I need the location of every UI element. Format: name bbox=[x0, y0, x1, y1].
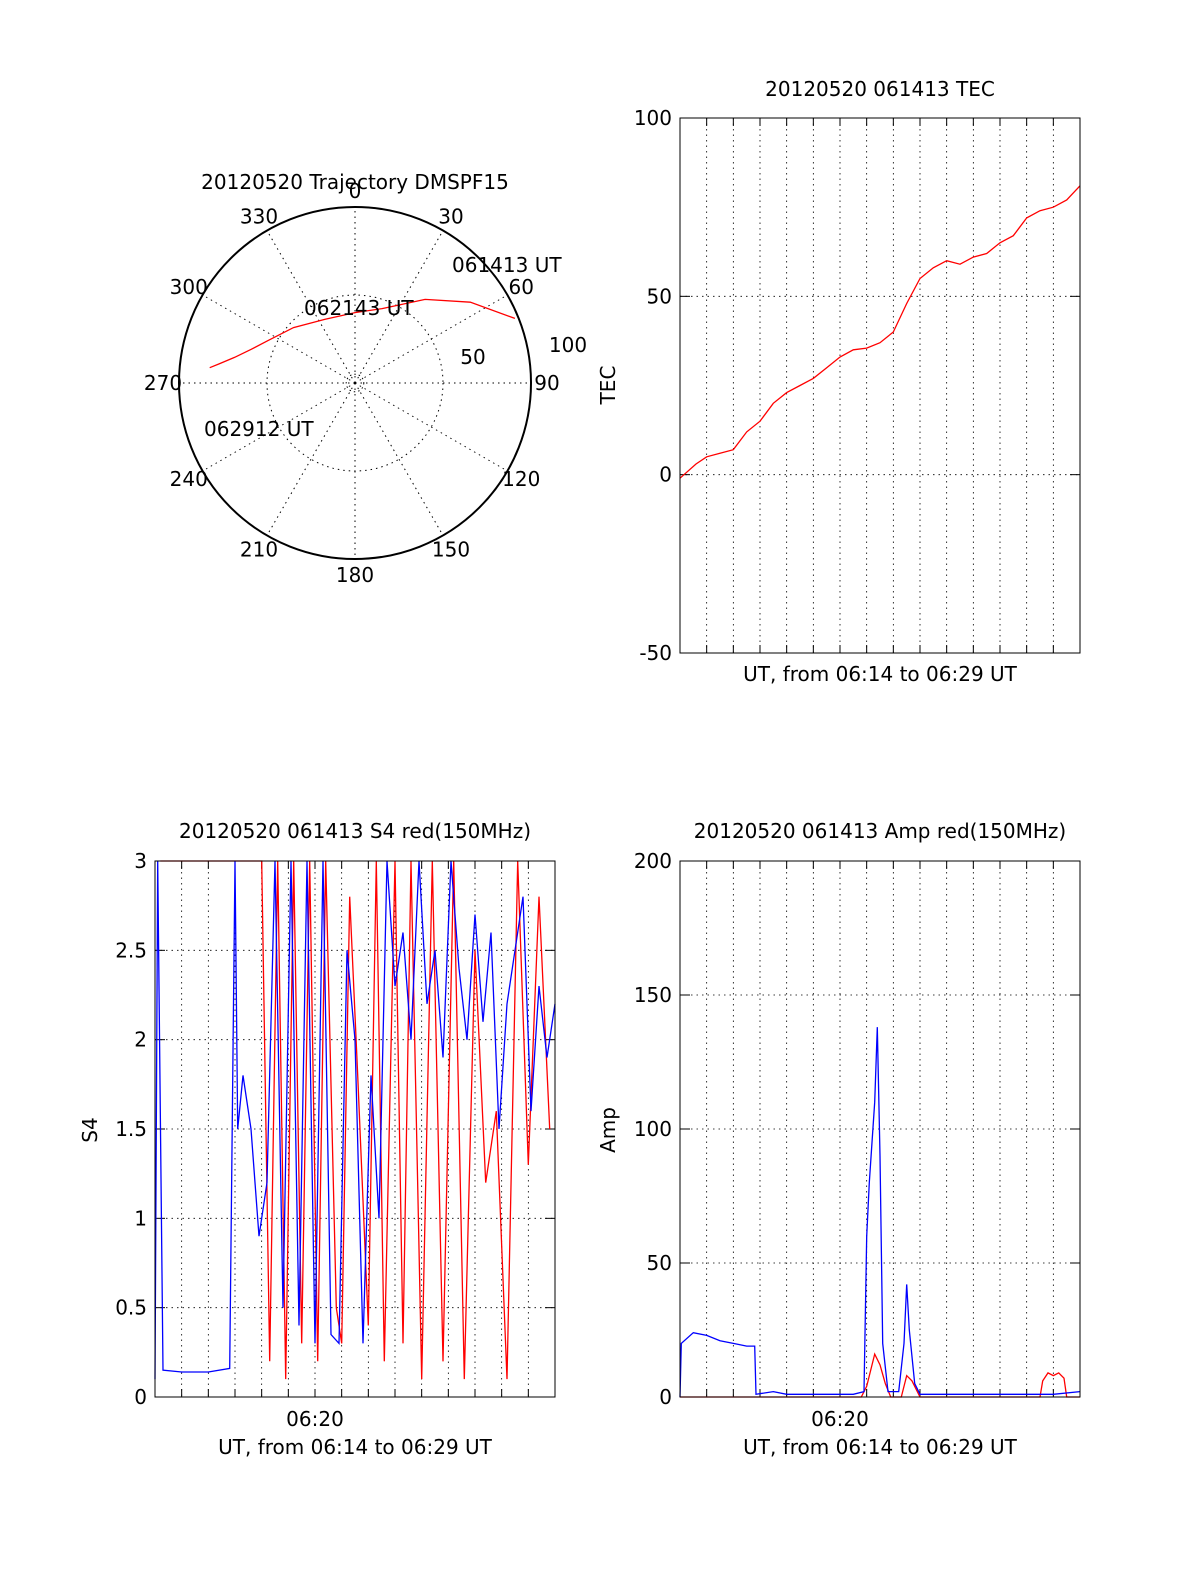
s4-y-tick-label: 2 bbox=[134, 1028, 147, 1052]
amp-y-tick-labels: 0 50 100 150 200 bbox=[634, 849, 672, 1409]
polar-spoke-300 bbox=[202, 294, 356, 384]
polar-radial-label-50: 50 bbox=[460, 345, 485, 369]
amp-plot-frame bbox=[679, 860, 1081, 1398]
polar-grid-circle-center bbox=[345, 373, 365, 393]
amp-y-tick-label: 50 bbox=[647, 1251, 672, 1275]
polar-title: 20120520 Trajectory DMSPF15 bbox=[201, 170, 509, 194]
s4-red-series-line bbox=[160, 860, 551, 1380]
polar-spoke-330 bbox=[266, 230, 356, 384]
polar-angle-label-60: 60 bbox=[509, 275, 534, 299]
tec-y-tick-label: -50 bbox=[639, 641, 672, 665]
polar-spoke-150 bbox=[354, 382, 444, 536]
polar-angle-label-180: 180 bbox=[336, 563, 374, 587]
s4-y-tick-labels: 0 0.5 1 1.5 2 2.5 3 bbox=[115, 849, 147, 1409]
amp-y-tick-label: 200 bbox=[634, 849, 672, 873]
amp-y-tick-label: 0 bbox=[659, 1385, 672, 1409]
s4-y-axis-label: S4 bbox=[78, 1117, 102, 1142]
polar-spoke-30 bbox=[354, 230, 444, 384]
tec-y-tick-labels: -50 0 50 100 bbox=[634, 106, 672, 665]
amp-y-tick-label: 150 bbox=[634, 983, 672, 1007]
tec-chart: 20120520 061413 TEC -50 0 50 100 UT, from 0… bbox=[596, 77, 1081, 686]
amp-y-axis-label: Amp bbox=[596, 1107, 620, 1153]
amp-title: 20120520 061413 Amp red(150MHz) bbox=[694, 819, 1066, 843]
s4-title: 20120520 061413 S4 red(150MHz) bbox=[179, 819, 531, 843]
polar-angle-label-90: 90 bbox=[534, 371, 559, 395]
polar-annotation-mid: 062143 UT bbox=[304, 296, 414, 320]
s4-x-tick-label: 06:20 bbox=[286, 1407, 344, 1431]
s4-y-tick-label: 0 bbox=[134, 1385, 147, 1409]
polar-angle-label-270: 270 bbox=[144, 371, 182, 395]
amp-x-axis-label: UT, from 06:14 to 06:29 UT bbox=[743, 1435, 1018, 1459]
polar-angle-label-30: 30 bbox=[438, 205, 463, 229]
polar-spoke-240 bbox=[202, 382, 356, 472]
tec-series-line bbox=[679, 185, 1081, 479]
s4-y-tick-label: 3 bbox=[134, 849, 147, 873]
tec-grid bbox=[679, 117, 1081, 654]
polar-annotation-end: 062912 UT bbox=[204, 417, 314, 441]
s4-x-axis-label: UT, from 06:14 to 06:29 UT bbox=[218, 1435, 493, 1459]
tec-y-tick-label: 50 bbox=[647, 284, 672, 308]
s4-chart: 20120520 061413 S4 red(150MHz) 0 0.5 1 1.5 2… bbox=[78, 819, 556, 1459]
polar-angle-labels: 0 30 60 90 120 150 180 210 240 270 300 330 bbox=[144, 179, 560, 587]
s4-y-tick-label: 1.5 bbox=[115, 1117, 147, 1141]
amp-y-tick-label: 100 bbox=[634, 1117, 672, 1141]
polar-angle-label-210: 210 bbox=[240, 537, 278, 561]
tec-y-axis-label: TEC bbox=[596, 366, 620, 406]
polar-spoke-60 bbox=[354, 294, 508, 384]
s4-y-tick-label: 2.5 bbox=[115, 938, 147, 962]
amp-blue-series-line bbox=[679, 1027, 1081, 1398]
polar-radial-label-100: 100 bbox=[549, 333, 587, 357]
polar-angle-label-240: 240 bbox=[170, 467, 208, 491]
tec-y-tick-label: 0 bbox=[659, 463, 672, 487]
polar-grid bbox=[179, 207, 531, 559]
polar-chart: 20120520 Trajectory DMSPF15 0 30 60 90 120 15… bbox=[144, 170, 587, 587]
amp-red-series-line bbox=[680, 1352, 1080, 1398]
polar-angle-label-330: 330 bbox=[240, 205, 278, 229]
tec-title: 20120520 061413 TEC bbox=[765, 77, 995, 101]
amp-chart: 20120520 061413 Amp red(150MHz) 0 50 100 15… bbox=[596, 819, 1081, 1459]
polar-trajectory-line bbox=[209, 298, 516, 369]
s4-plot-frame bbox=[154, 860, 556, 1398]
s4-y-tick-label: 1 bbox=[134, 1206, 147, 1230]
polar-angle-label-0: 0 bbox=[349, 179, 362, 203]
s4-grid bbox=[154, 860, 556, 1398]
polar-angle-label-120: 120 bbox=[502, 467, 540, 491]
polar-angle-label-300: 300 bbox=[170, 275, 208, 299]
polar-spoke-120 bbox=[354, 382, 508, 472]
tec-y-tick-label: 100 bbox=[634, 106, 672, 130]
amp-x-tick-label: 06:20 bbox=[811, 1407, 869, 1431]
polar-annotation-start: 061413 UT bbox=[452, 253, 562, 277]
s4-blue-series-line bbox=[154, 860, 556, 1380]
tec-x-axis-label: UT, from 06:14 to 06:29 UT bbox=[743, 662, 1018, 686]
s4-y-tick-label: 0.5 bbox=[115, 1296, 147, 1320]
polar-angle-label-150: 150 bbox=[432, 537, 470, 561]
polar-spoke-210 bbox=[266, 382, 356, 536]
amp-grid bbox=[679, 860, 1081, 1398]
tec-plot-frame bbox=[679, 117, 1081, 654]
polar-outer-circle bbox=[178, 206, 532, 560]
